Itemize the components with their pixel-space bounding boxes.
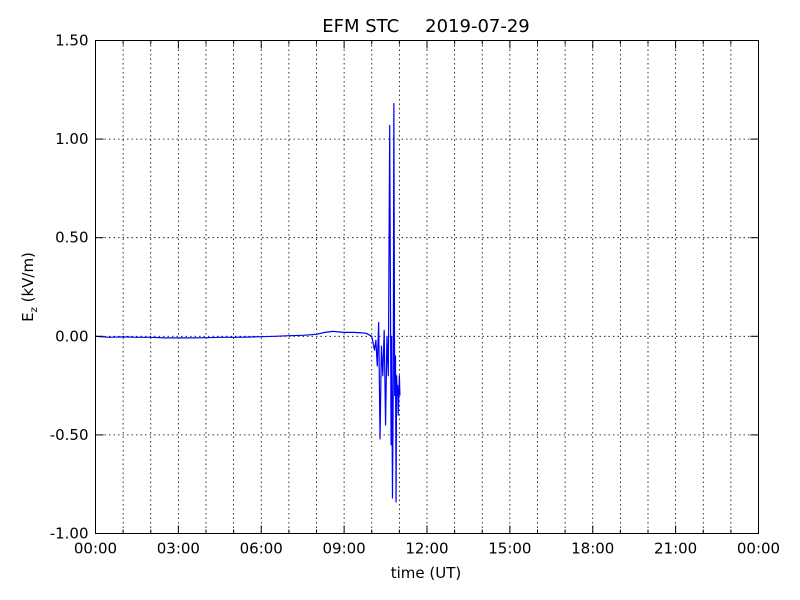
chart-title: EFM STC 2019-07-29 bbox=[322, 16, 530, 37]
axis-ticks bbox=[95, 40, 759, 534]
y-tick-label: -0.50 bbox=[50, 426, 89, 444]
y-tick-label: 0.50 bbox=[55, 229, 88, 247]
series-line bbox=[95, 102, 401, 503]
chart-title-date: 2019-07-29 bbox=[425, 16, 530, 37]
x-tick-label: 21:00 bbox=[654, 540, 697, 558]
y-axis-label-sub: z bbox=[29, 307, 40, 312]
x-tick-label: 03:00 bbox=[157, 540, 200, 558]
y-axis-label: Ez (kV/m) bbox=[19, 252, 40, 322]
x-axis-label: time (UT) bbox=[391, 564, 462, 582]
y-axis-label-unit: (kV/m) bbox=[19, 252, 37, 307]
tick-labels: 00:00 03:00 06:00 09:00 12:00 15:00 18:00 21:00… bbox=[50, 32, 780, 558]
chart-title-name: EFM STC bbox=[322, 16, 399, 37]
x-tick-label: 15:00 bbox=[488, 540, 531, 558]
x-tick-label: 00:00 bbox=[737, 540, 780, 558]
y-tick-label: -1.00 bbox=[50, 525, 89, 543]
x-tick-label: 00:00 bbox=[74, 540, 117, 558]
x-tick-label: 09:00 bbox=[323, 540, 366, 558]
grid bbox=[95, 40, 759, 534]
y-axis-label-main: E bbox=[19, 312, 37, 321]
x-tick-label: 12:00 bbox=[405, 540, 448, 558]
plot-frame bbox=[95, 40, 759, 534]
x-tick-label: 06:00 bbox=[240, 540, 283, 558]
y-tick-label: 1.50 bbox=[55, 32, 88, 50]
y-tick-label: 1.00 bbox=[55, 130, 88, 148]
x-tick-label: 18:00 bbox=[571, 540, 614, 558]
series-layer bbox=[95, 102, 401, 503]
y-tick-label: 0.00 bbox=[55, 327, 88, 345]
